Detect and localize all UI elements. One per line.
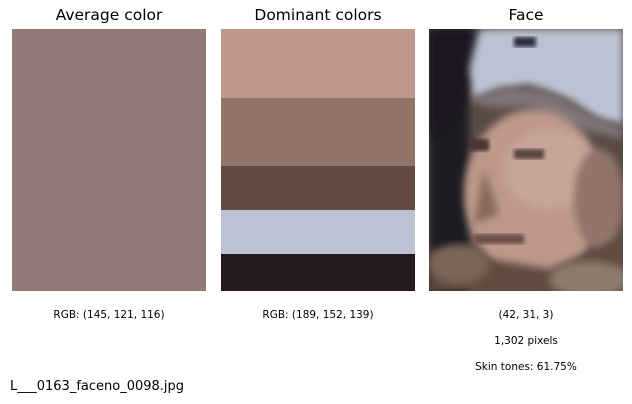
file-name: L___0163_faceno_0098.jpg xyxy=(10,379,185,394)
dominant-colors-swatch xyxy=(221,29,415,291)
face-title: Face xyxy=(508,6,544,24)
average-color-rgb: RGB: (145, 121, 116) xyxy=(53,309,165,321)
face-image xyxy=(429,29,623,291)
dominant-colors-title: Dominant colors xyxy=(254,6,382,24)
dominant-color-rgb: RGB: (189, 152, 139) xyxy=(262,309,374,321)
average-color-swatch xyxy=(12,29,206,291)
dominant-color-band xyxy=(221,166,415,210)
face-pixel-count: 1,302 pixels xyxy=(494,335,558,347)
face-shape: (42, 31, 3) xyxy=(498,309,554,321)
average-color-title: Average color xyxy=(55,6,163,24)
face-skin-tones: Skin tones: 61.75% xyxy=(475,361,577,373)
dominant-color-band xyxy=(221,29,415,98)
dominant-color-band xyxy=(221,210,415,254)
dominant-color-band xyxy=(221,254,415,291)
dominant-color-band xyxy=(221,98,415,166)
